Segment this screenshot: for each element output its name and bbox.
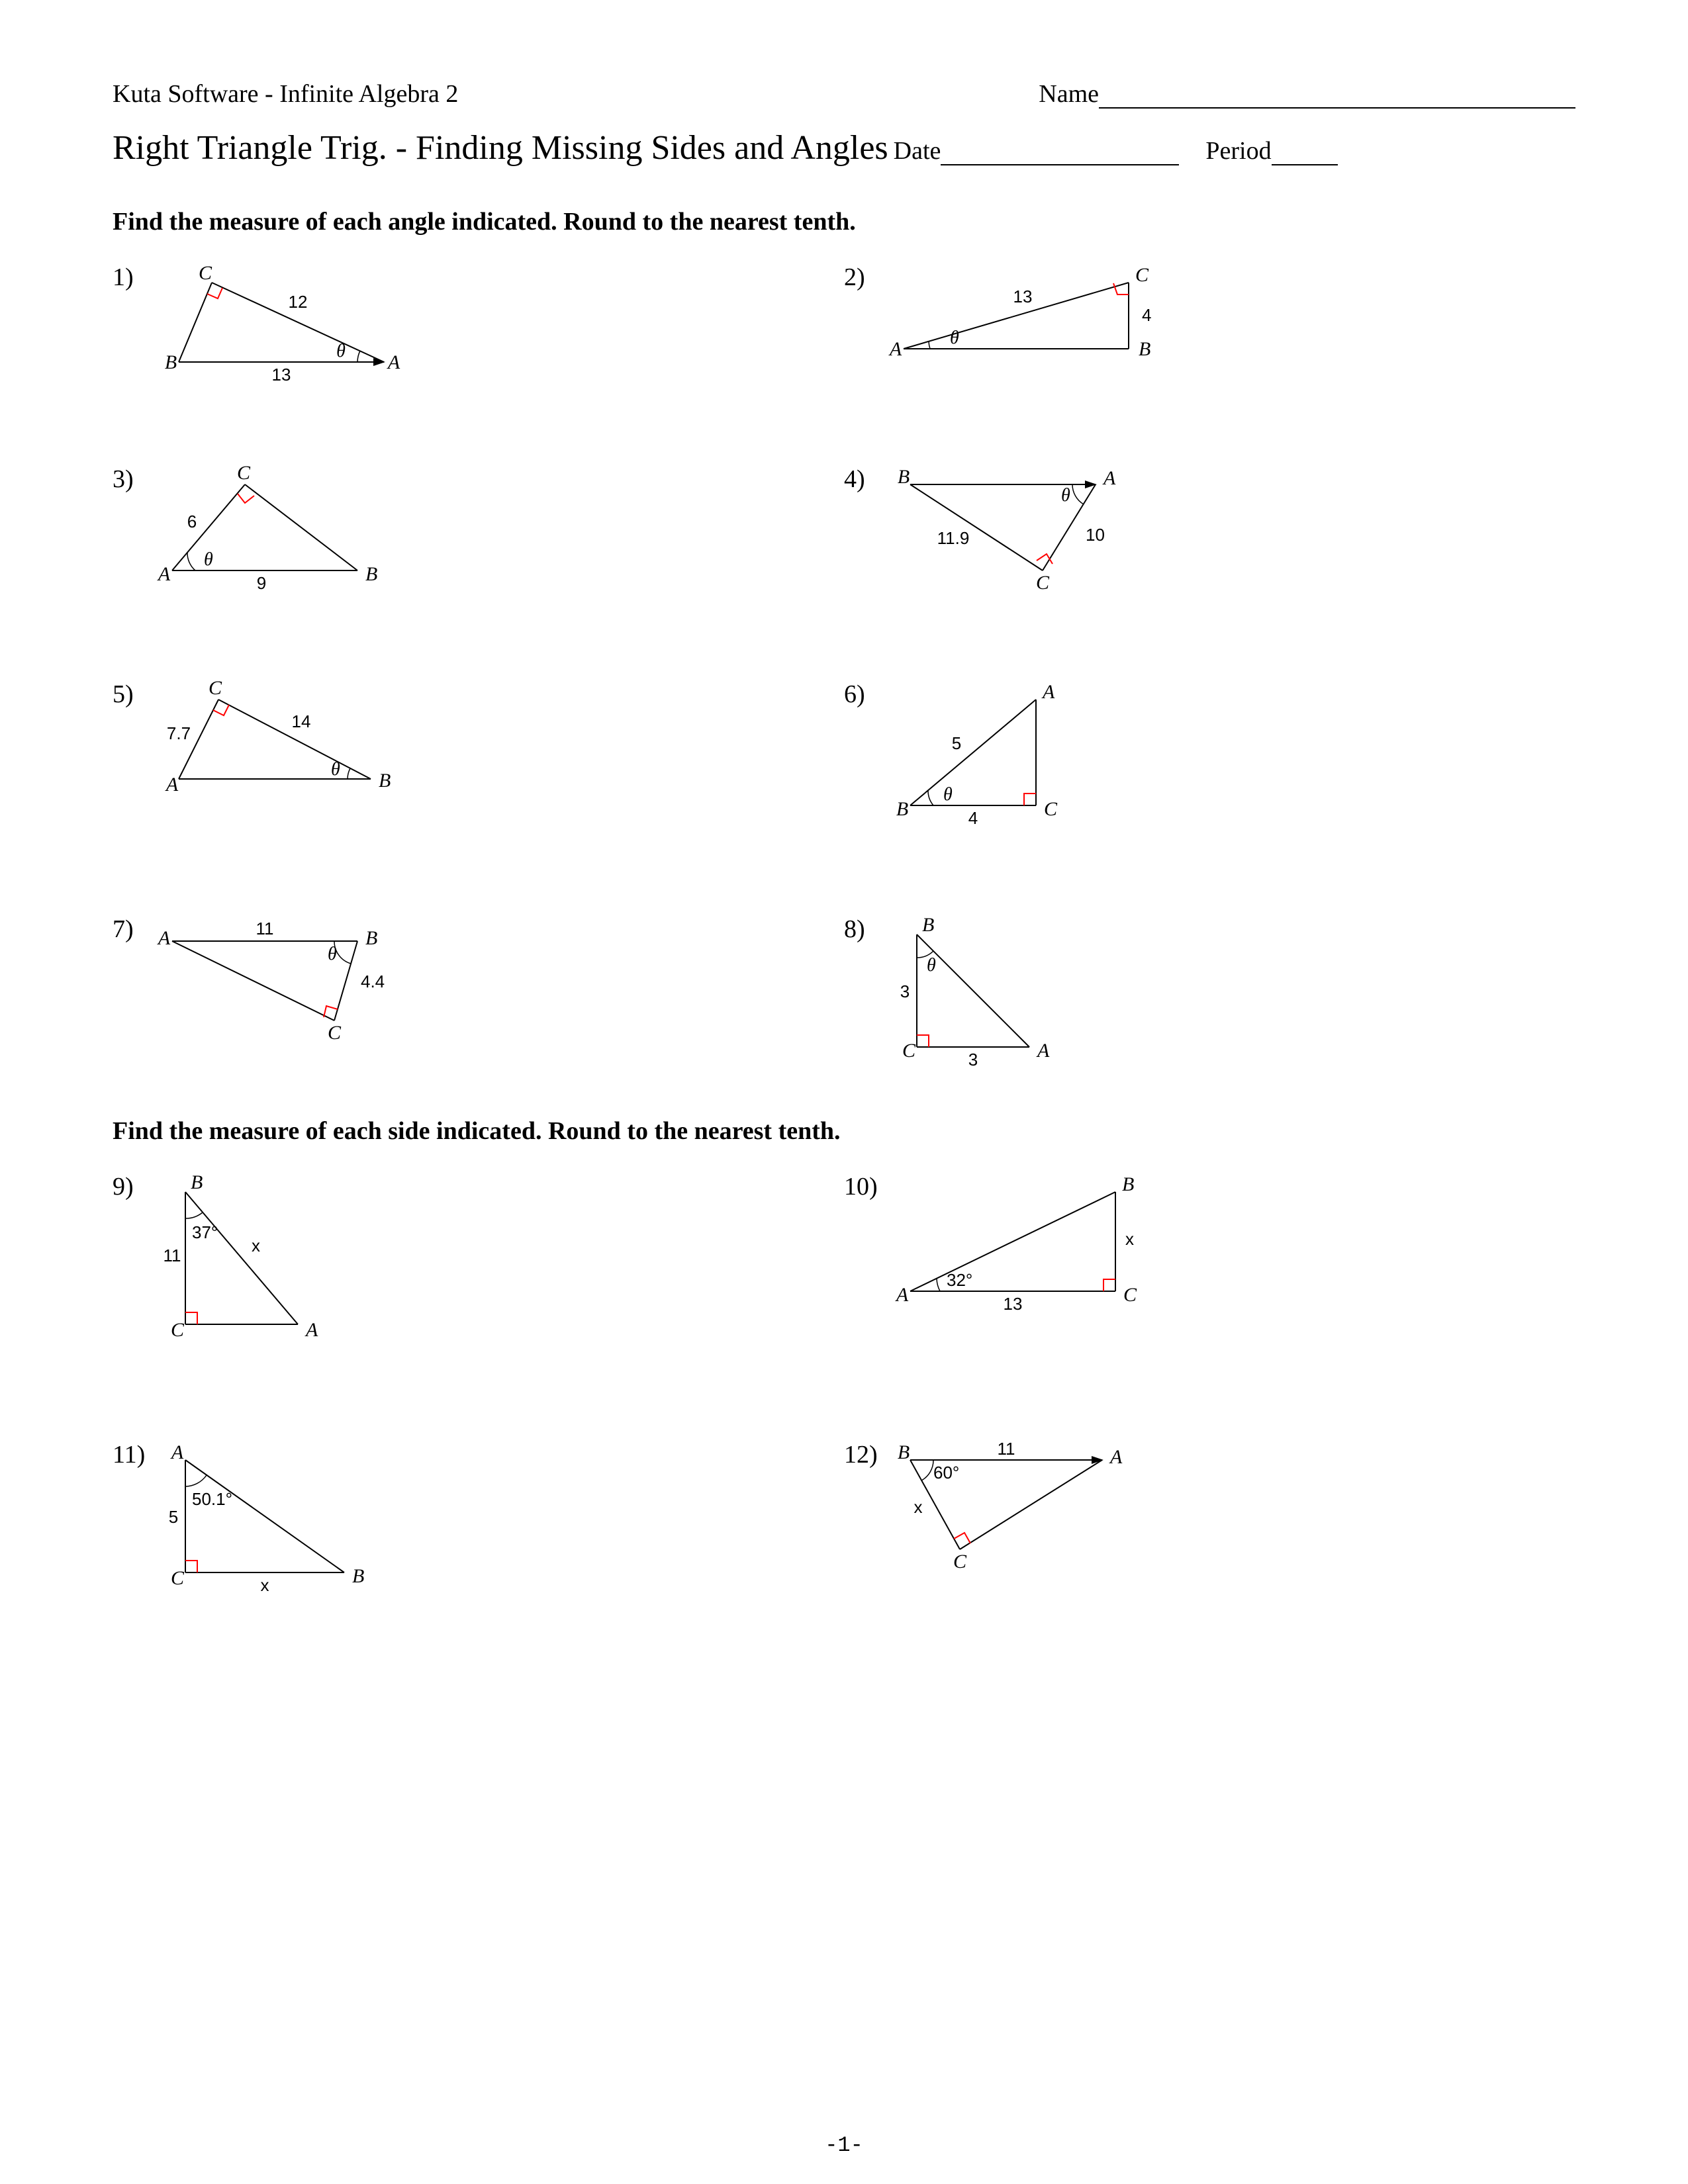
svg-text:C: C (237, 462, 251, 484)
svg-text:B: B (922, 914, 934, 936)
svg-text:C: C (953, 1551, 967, 1572)
svg-text:3: 3 (968, 1050, 978, 1069)
svg-text:C: C (1123, 1284, 1137, 1306)
svg-text:C: C (1044, 798, 1058, 820)
svg-text:C: C (199, 262, 212, 284)
svg-text:B: B (1122, 1173, 1134, 1195)
svg-text:θ: θ (204, 549, 213, 570)
problem-2: 2) C A B 13 4 θ (844, 263, 1575, 385)
problem-11: 11) A C B 5 x 50.1° (113, 1440, 844, 1602)
svg-text:x: x (914, 1497, 923, 1517)
svg-text:x: x (261, 1575, 269, 1595)
problem-4: 4) B A C 11.9 10 θ (844, 465, 1575, 600)
svg-text:13: 13 (272, 365, 291, 385)
problem-8: 8) B C A 3 3 θ (844, 915, 1575, 1077)
svg-text:B: B (379, 770, 391, 792)
svg-text:C: C (209, 677, 222, 699)
svg-text:14: 14 (292, 711, 311, 731)
page-title: Right Triangle Trig. - Finding Missing S… (113, 128, 888, 167)
svg-text:θ: θ (927, 955, 936, 976)
svg-text:60°: 60° (933, 1463, 959, 1482)
svg-text:A: A (888, 338, 902, 360)
svg-text:θ: θ (950, 328, 959, 348)
svg-text:12: 12 (289, 292, 308, 312)
svg-text:5: 5 (952, 733, 961, 753)
svg-text:13: 13 (1013, 287, 1033, 306)
svg-text:5: 5 (169, 1507, 178, 1527)
problem-12: 12) B A C 11 x 60° (844, 1440, 1575, 1602)
svg-text:θ: θ (328, 944, 337, 964)
svg-text:B: B (1139, 338, 1150, 360)
svg-text:C: C (171, 1319, 185, 1341)
svg-text:A: A (305, 1319, 318, 1341)
name-field: Name (1039, 79, 1575, 109)
svg-text:B: B (365, 927, 377, 949)
svg-text:11: 11 (256, 919, 274, 938)
svg-text:37°: 37° (192, 1222, 218, 1242)
svg-text:3: 3 (900, 981, 910, 1001)
svg-text:B: B (352, 1565, 364, 1587)
svg-text:x: x (252, 1236, 260, 1255)
title-row: Right Triangle Trig. - Finding Missing S… (113, 128, 1575, 167)
instruction-angles: Find the measure of each angle indicated… (113, 207, 1575, 236)
problem-6: 6) A B C 5 4 θ (844, 680, 1575, 835)
svg-text:7.7: 7.7 (167, 723, 191, 743)
svg-text:A: A (895, 1284, 909, 1306)
problem-9: 9) B C A 11 x 37° (113, 1172, 844, 1361)
svg-text:4.4: 4.4 (361, 972, 385, 991)
svg-text:A: A (157, 563, 171, 585)
svg-text:A: A (170, 1441, 184, 1463)
svg-text:C: C (1036, 572, 1050, 594)
svg-text:B: B (898, 466, 910, 488)
header: Kuta Software - Infinite Algebra 2 Name (113, 79, 1575, 109)
svg-text:A: A (1109, 1446, 1123, 1468)
svg-text:11.9: 11.9 (937, 528, 970, 548)
svg-text:A: A (1036, 1040, 1050, 1062)
software-name: Kuta Software - Infinite Algebra 2 (113, 79, 458, 109)
svg-text:4: 4 (1142, 305, 1151, 325)
svg-text:4: 4 (968, 808, 978, 828)
svg-text:A: A (157, 927, 171, 949)
problem-7: 7) A B C 11 4.4 θ (113, 915, 844, 1077)
svg-text:10: 10 (1086, 525, 1105, 545)
svg-text:9: 9 (257, 573, 266, 593)
page-footer: -1- (0, 2133, 1688, 2158)
svg-text:13: 13 (1004, 1294, 1023, 1314)
svg-text:A: A (165, 774, 179, 796)
svg-text:B: B (898, 1441, 910, 1463)
problems-grid-2: 9) B C A 11 x 37° 10 (113, 1172, 1575, 1602)
svg-text:B: B (896, 798, 908, 820)
svg-text:θ: θ (943, 784, 953, 805)
svg-text:θ: θ (331, 759, 340, 780)
svg-text:A: A (387, 351, 400, 373)
svg-text:θ: θ (1061, 485, 1070, 506)
problem-3: 3) C A B 6 9 θ (113, 465, 844, 600)
svg-text:50.1°: 50.1° (192, 1489, 232, 1509)
period-field: Period (1205, 136, 1337, 165)
svg-text:32°: 32° (947, 1270, 972, 1290)
svg-text:C: C (171, 1567, 185, 1589)
problem-1: 1) C B A 12 13 θ (113, 263, 844, 385)
date-field: Date (894, 136, 1180, 165)
problem-10: 10) B A C 13 x 32° (844, 1172, 1575, 1361)
svg-text:11: 11 (998, 1439, 1015, 1459)
problems-grid-1: 1) C B A 12 13 θ (113, 263, 1575, 1077)
svg-text:B: B (165, 351, 177, 373)
svg-text:C: C (902, 1040, 916, 1062)
svg-text:A: A (1041, 681, 1055, 703)
svg-text:B: B (365, 563, 377, 585)
svg-text:C: C (1135, 264, 1149, 286)
svg-text:C: C (328, 1022, 342, 1044)
svg-text:11: 11 (164, 1246, 181, 1265)
svg-text:θ: θ (336, 341, 346, 361)
svg-text:6: 6 (187, 512, 197, 531)
problem-5: 5) C A B 7.7 14 θ (113, 680, 844, 835)
instruction-sides: Find the measure of each side indicated.… (113, 1116, 1575, 1146)
svg-text:B: B (191, 1171, 203, 1193)
svg-text:x: x (1125, 1229, 1134, 1249)
svg-text:A: A (1102, 467, 1116, 489)
